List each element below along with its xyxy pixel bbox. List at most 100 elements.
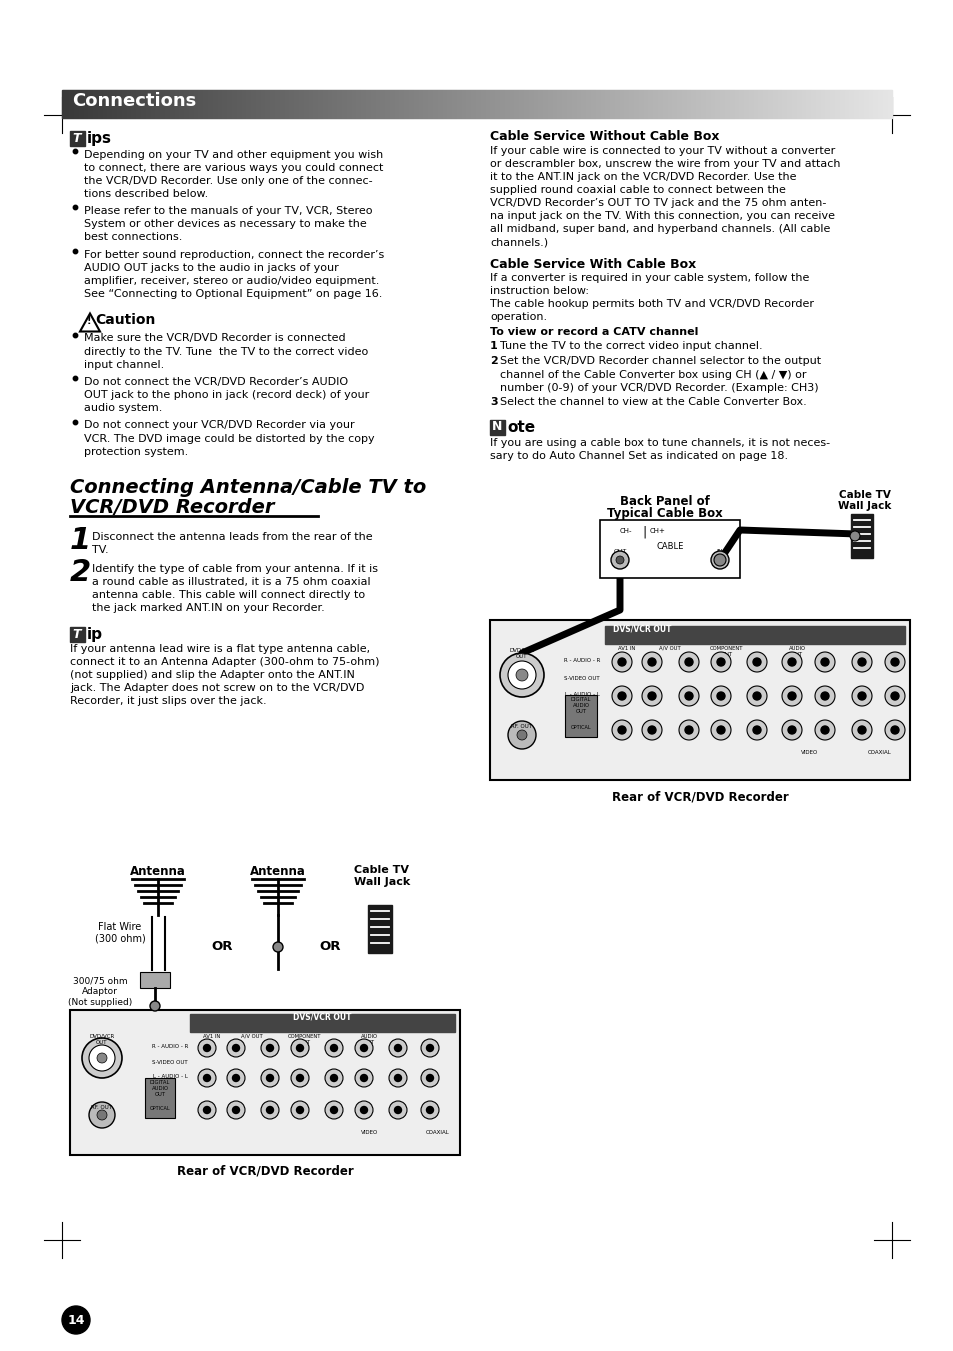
Bar [497, 91, 498, 118]
Bar [877, 91, 878, 118]
Bar [122, 91, 123, 118]
Bar [162, 91, 163, 118]
Bar [811, 91, 812, 118]
Bar [612, 91, 613, 118]
Circle shape [857, 692, 865, 700]
Bar [790, 91, 791, 118]
Bar [436, 91, 437, 118]
Circle shape [647, 692, 656, 700]
Bar [402, 91, 403, 118]
Bar [572, 91, 573, 118]
Bar [732, 91, 733, 118]
Bar [440, 91, 441, 118]
Bar [224, 91, 225, 118]
Circle shape [420, 1039, 438, 1056]
Bar [169, 91, 170, 118]
Bar [137, 91, 138, 118]
Bar [269, 91, 270, 118]
Bar [291, 91, 292, 118]
Bar [452, 91, 453, 118]
Text: Make sure the VCR/DVD Recorder is connected
directly to the TV. Tune  the TV to : Make sure the VCR/DVD Recorder is connec… [84, 334, 368, 370]
Bar [779, 91, 780, 118]
Text: DVS/VCR OUT: DVS/VCR OUT [293, 1013, 351, 1021]
Bar [373, 91, 374, 118]
Bar [450, 91, 451, 118]
Bar [66, 91, 67, 118]
Bar [713, 91, 714, 118]
Circle shape [890, 692, 898, 700]
Bar [554, 91, 555, 118]
Bar [327, 91, 328, 118]
Bar [887, 91, 888, 118]
Bar [836, 91, 837, 118]
Bar [878, 91, 879, 118]
Bar [660, 91, 661, 118]
Bar [818, 91, 820, 118]
Bar [364, 91, 365, 118]
Circle shape [203, 1044, 211, 1051]
Bar [143, 91, 144, 118]
Bar [847, 91, 848, 118]
Circle shape [150, 1001, 160, 1011]
Bar [384, 91, 385, 118]
Bar [701, 91, 702, 118]
Bar [296, 91, 297, 118]
Bar [185, 91, 186, 118]
Circle shape [752, 658, 760, 666]
Bar [260, 91, 261, 118]
Bar [853, 91, 854, 118]
Bar [564, 91, 565, 118]
Bar [506, 91, 507, 118]
Bar [101, 91, 102, 118]
Bar [565, 91, 566, 118]
Bar [199, 91, 200, 118]
Bar [374, 91, 375, 118]
Bar [626, 91, 627, 118]
Circle shape [426, 1074, 433, 1082]
Bar [461, 91, 462, 118]
Bar [866, 91, 867, 118]
Bar [788, 91, 789, 118]
Bar [226, 91, 227, 118]
Bar [776, 91, 778, 118]
Bar [607, 91, 608, 118]
Bar [568, 91, 569, 118]
Bar [160, 91, 161, 118]
Circle shape [890, 658, 898, 666]
Bar [70, 91, 71, 118]
Bar [499, 91, 500, 118]
Bar [606, 91, 607, 118]
Circle shape [610, 551, 628, 569]
Bar [335, 91, 336, 118]
Bar [363, 91, 364, 118]
Bar [559, 91, 560, 118]
Bar [739, 91, 740, 118]
Bar [812, 91, 813, 118]
Bar [822, 91, 823, 118]
Bar [588, 91, 589, 118]
Bar [329, 91, 330, 118]
Bar [202, 91, 203, 118]
Circle shape [330, 1074, 337, 1082]
Bar [286, 91, 287, 118]
Bar [537, 91, 538, 118]
Bar [883, 91, 884, 118]
Circle shape [641, 686, 661, 707]
Bar [816, 91, 817, 118]
Bar [212, 91, 213, 118]
Bar [242, 91, 243, 118]
Circle shape [679, 720, 699, 740]
Bar [702, 91, 703, 118]
Bar [648, 91, 649, 118]
Bar [355, 91, 356, 118]
Text: CH+: CH+ [649, 528, 665, 534]
Bar [434, 91, 435, 118]
Circle shape [291, 1101, 309, 1119]
Bar [323, 91, 324, 118]
Bar [419, 91, 420, 118]
Bar [830, 91, 831, 118]
Bar [298, 91, 299, 118]
Circle shape [355, 1039, 373, 1056]
Bar [683, 91, 684, 118]
Bar [190, 1015, 455, 1032]
